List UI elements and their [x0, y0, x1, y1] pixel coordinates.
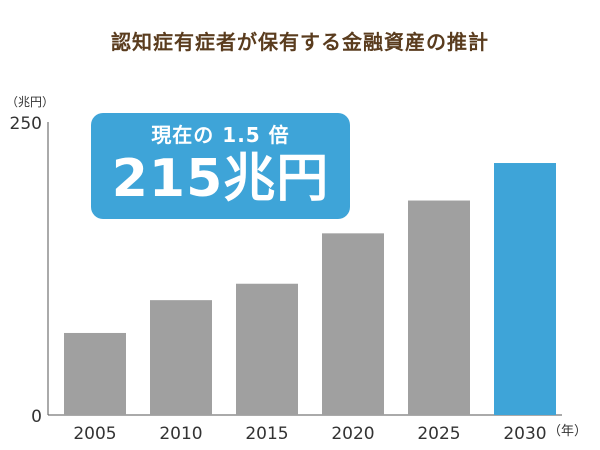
bar-2015 [236, 283, 298, 415]
callout-value: 215兆円 [111, 149, 330, 209]
bar-2030 [494, 163, 556, 415]
x-tick-label: 2005 [73, 424, 116, 444]
y-tick-label: 250 [10, 114, 42, 134]
y-tick-label: 0 [31, 407, 42, 427]
bar-2025 [408, 200, 470, 415]
x-tick-label: 2025 [417, 424, 460, 444]
bar-2020 [322, 233, 384, 415]
callout-subtitle: 現在の 1.5 倍 [151, 123, 290, 147]
chart-title: 認知症有症者が保有する金融資産の推計 [111, 30, 489, 54]
callout-box: 現在の 1.5 倍 215兆円 [91, 113, 350, 219]
x-tick-label: 2020 [331, 424, 374, 444]
x-axis-unit-label: （年） [548, 424, 587, 439]
bar-2010 [150, 300, 212, 415]
y-axis-unit-label: （兆円） [6, 95, 54, 109]
x-tick-label: 2015 [245, 424, 288, 444]
x-tick-label: 2010 [159, 424, 202, 444]
bar-2005 [64, 332, 126, 415]
x-tick-label: 2030 [503, 424, 546, 444]
